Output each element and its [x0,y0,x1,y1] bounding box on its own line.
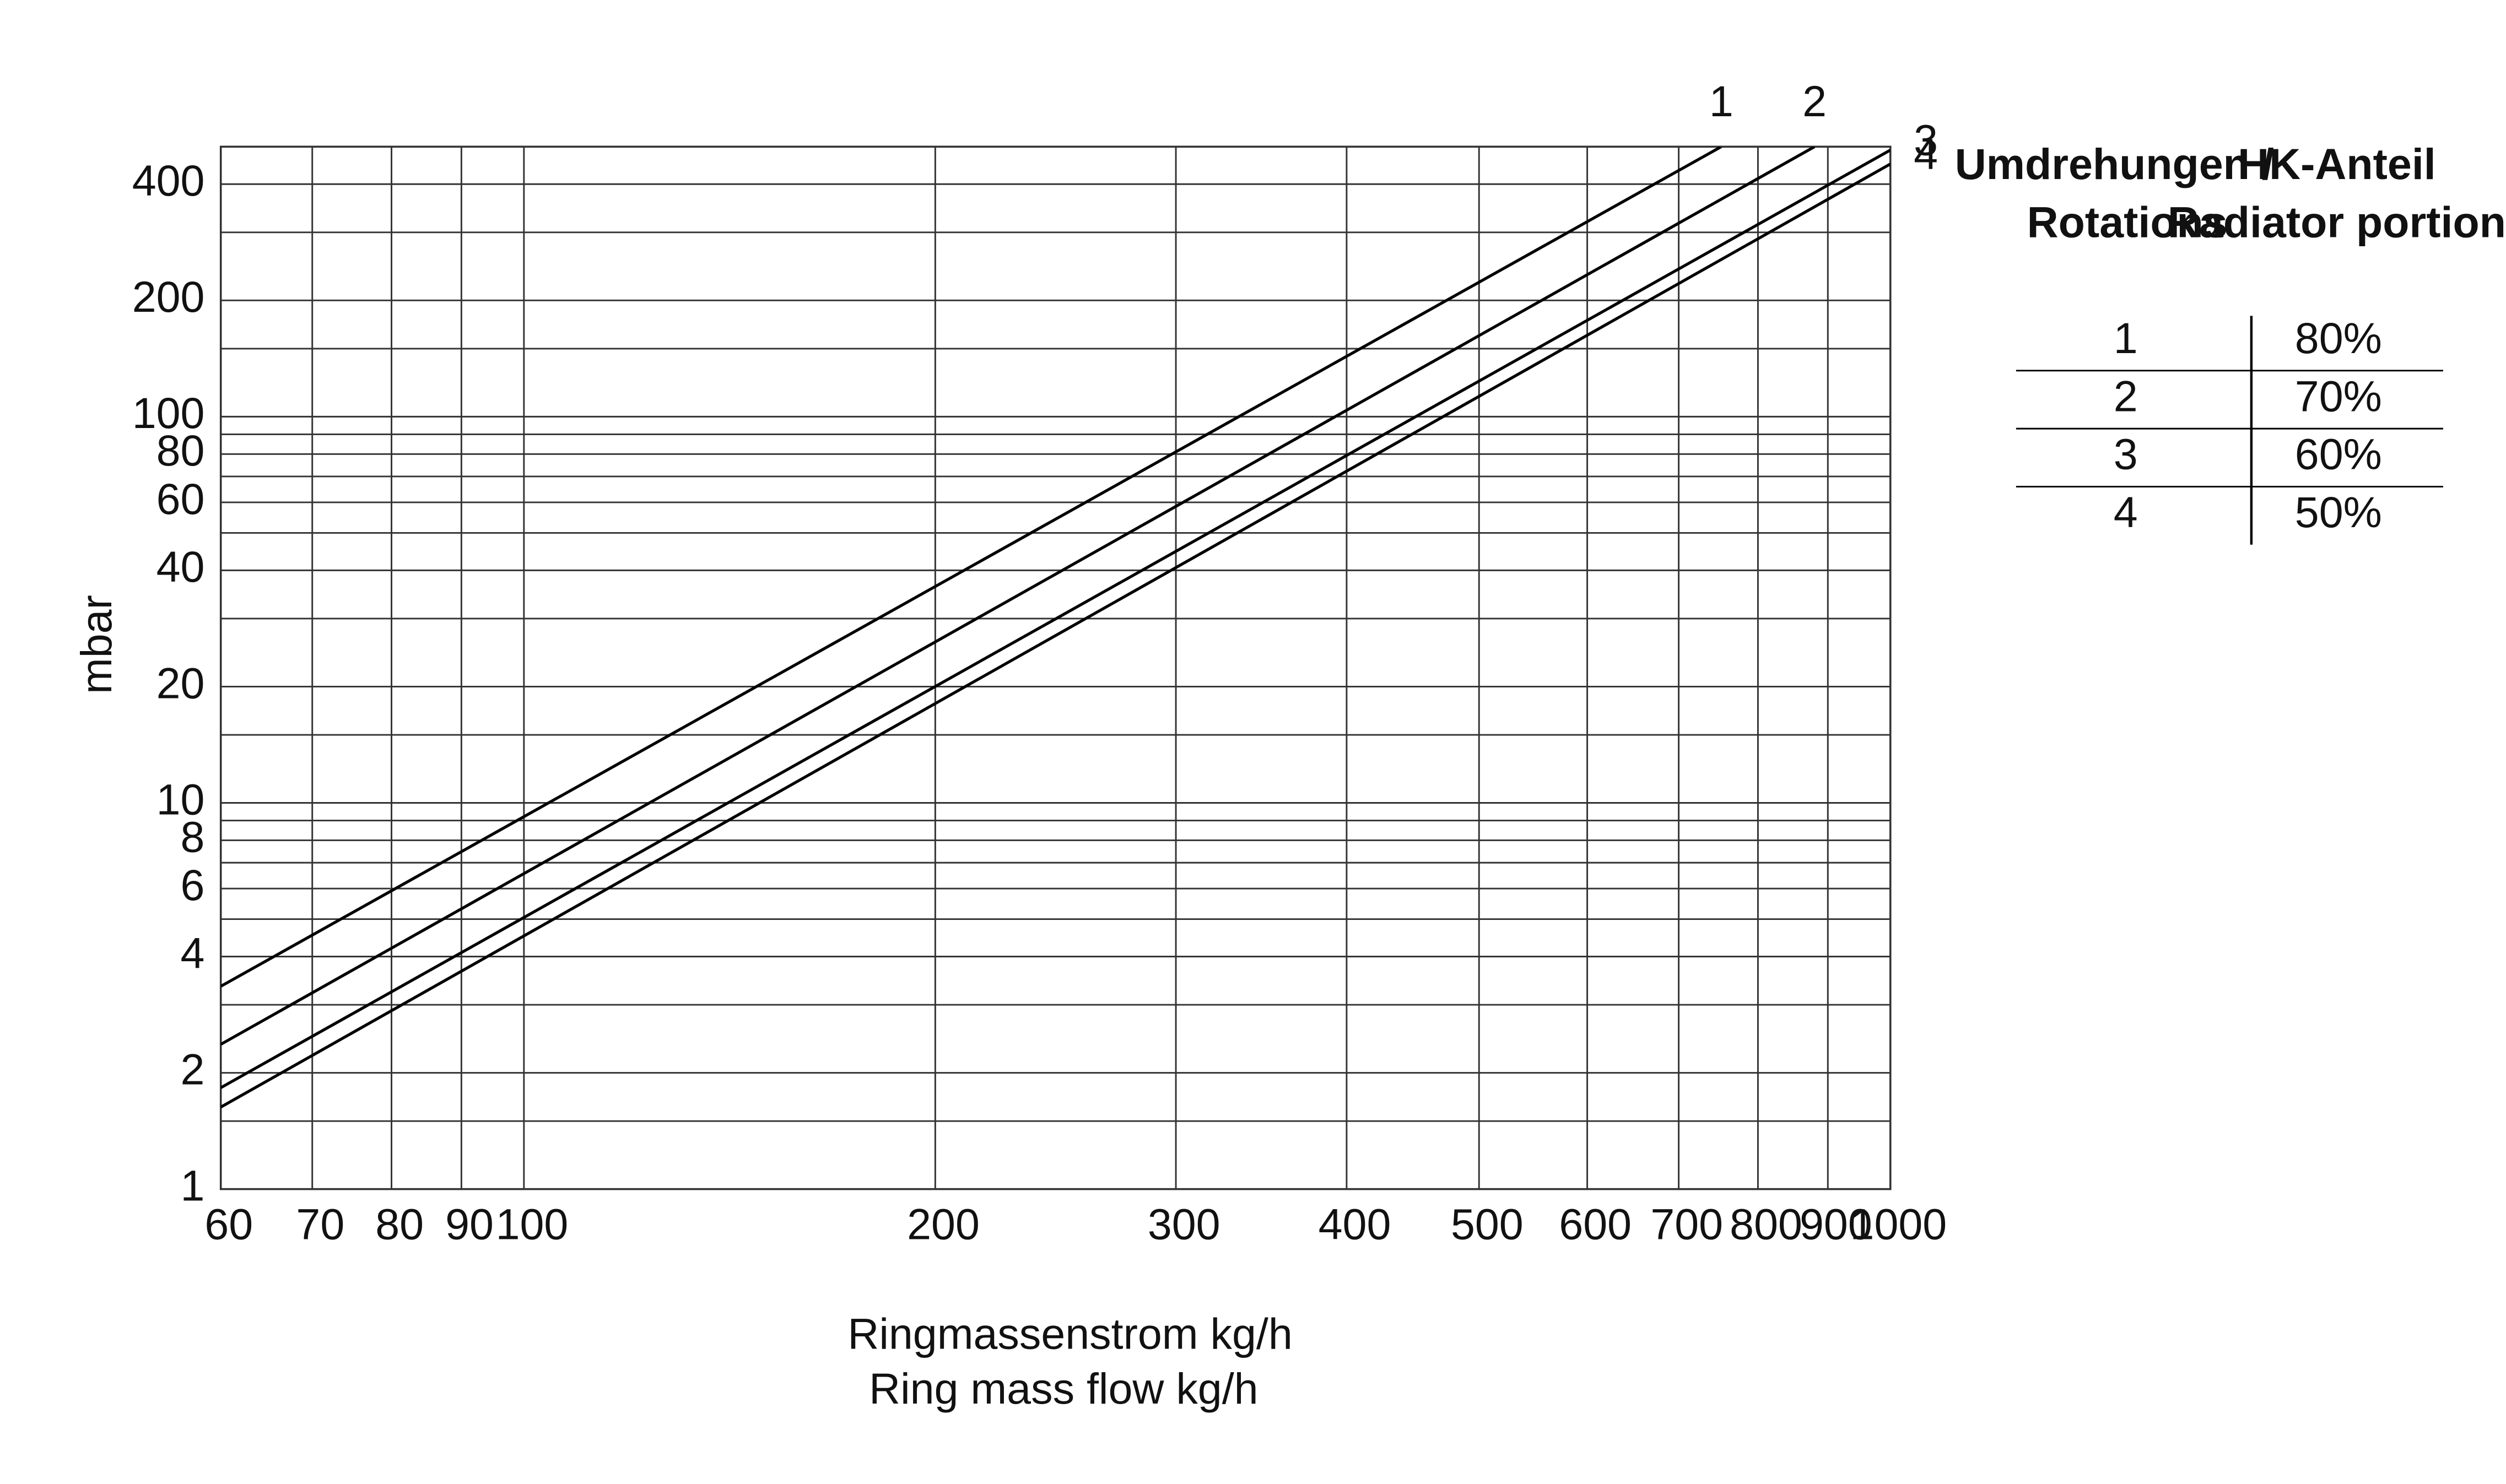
series-line [220,149,1891,1089]
y-tick-label: 100 [132,389,205,437]
table-header: HK-Anteil [2238,140,2436,188]
table-cell: 3 [2114,430,2138,479]
table-header: Rotations [2027,198,2228,246]
x-tick-label: 600 [1559,1200,1632,1249]
y-tick-label: 20 [156,659,205,707]
legend-table: Umdrehungen / HK-Anteil Rotations Radiat… [1955,140,2506,545]
table-cell: 2 [2114,372,2138,420]
x-tick-label: 400 [1319,1200,1391,1249]
y-tick-label: 200 [132,273,205,321]
x-axis-title: Ring mass flow kg/h [869,1364,1258,1413]
y-tick-label: 400 [132,156,205,205]
x-tick-label: 800 [1730,1200,1802,1249]
series-end-label: 2 [1802,77,1827,126]
x-tick-label: 1000 [1850,1200,1947,1249]
series-end-label: 4 [1914,130,1938,178]
plot-frame [219,145,1892,1190]
series-line [220,147,1816,1046]
y-tick-label: 8 [181,813,205,861]
series-line [220,163,1891,1109]
y-tick-label: 1 [181,1161,205,1210]
y-tick-label: 6 [181,861,205,909]
x-tick-label: 500 [1451,1200,1524,1249]
x-tick-label: 100 [496,1200,569,1249]
table-cell: 1 [2114,314,2138,362]
x-tick-label: 60 [204,1200,253,1249]
y-tick-label: 60 [156,475,205,523]
table-header: Umdrehungen / [1955,140,2274,188]
x-tick-label: 700 [1650,1200,1723,1249]
table-cell: 4 [2114,488,2138,537]
table-header: Radiator portion [2168,198,2506,246]
x-tick-label: 900 [1800,1200,1872,1249]
x-tick-label: 200 [907,1200,980,1249]
x-tick-label: 80 [375,1200,424,1249]
table-cell: 70% [2295,372,2382,420]
x-tick-label: 300 [1148,1200,1220,1249]
y-tick-label: 40 [156,543,205,591]
series-end-label: 1 [1709,77,1733,126]
y-tick-label: 4 [181,929,205,977]
x-tick-label: 90 [445,1200,494,1249]
table-cell: 80% [2295,314,2382,362]
y-tick-label: 10 [156,775,205,824]
table-cell: 60% [2295,430,2382,479]
series-group [220,147,1891,1109]
y-tick-label: 2 [181,1045,205,1093]
y-axis-title: mbar [72,595,121,694]
series-line [220,147,1722,988]
x-tick-label: 70 [296,1200,344,1249]
x-axis-title: Ringmassenstrom kg/h [847,1310,1292,1358]
y-tick-label: 80 [156,426,205,475]
series-end-label: 3 [1914,116,1938,165]
table-cell: 50% [2295,488,2382,537]
